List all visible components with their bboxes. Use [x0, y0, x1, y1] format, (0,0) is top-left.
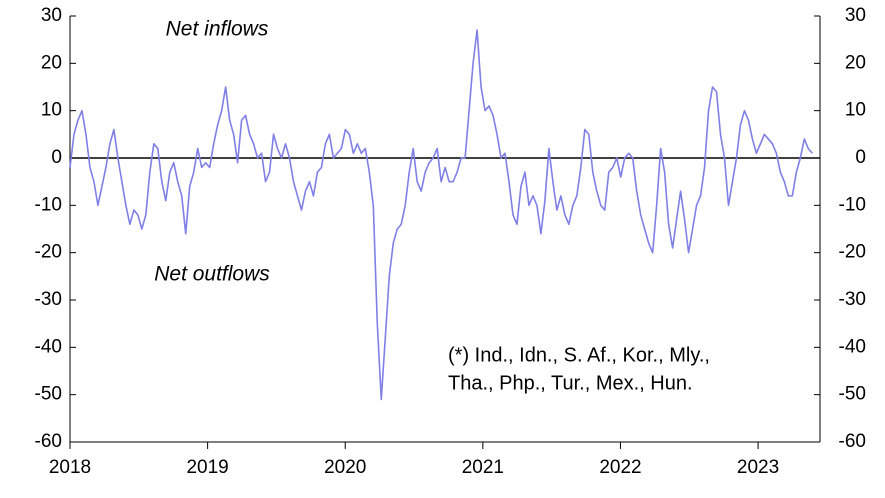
- x-tick-label: 2018: [49, 457, 91, 478]
- y2-tick-label: 20: [845, 52, 866, 73]
- y2-tick-label: 10: [845, 100, 866, 121]
- y-tick-label: 20: [41, 52, 62, 73]
- y2-tick-label: 30: [845, 5, 866, 26]
- x-tick-label: 2023: [737, 457, 779, 478]
- y2-tick-label: -40: [839, 336, 866, 357]
- y-tick-label: -60: [35, 431, 62, 452]
- x-tick-label: 2020: [324, 457, 366, 478]
- y2-tick-label: -10: [839, 194, 866, 215]
- annotation: Net outflows: [154, 263, 270, 286]
- y-tick-label: 10: [41, 100, 62, 121]
- y-tick-label: 0: [51, 147, 62, 168]
- y-tick-label: 30: [41, 5, 62, 26]
- y2-tick-label: -20: [839, 242, 866, 263]
- x-tick-label: 2019: [186, 457, 228, 478]
- y-tick-label: -40: [35, 336, 62, 357]
- y-tick-label: -50: [35, 384, 62, 405]
- y-tick-label: -20: [35, 242, 62, 263]
- note: (*) Ind., Idn., S. Af., Kor., Mly.,: [448, 344, 710, 366]
- x-tick-label: 2021: [462, 457, 504, 478]
- data-line: [69, 29, 813, 401]
- annotation: Net inflows: [166, 18, 269, 41]
- y-tick-label: -10: [35, 194, 62, 215]
- y2-tick-label: 0: [855, 147, 866, 168]
- y-tick-label: -30: [35, 289, 62, 310]
- note: Tha., Php., Tur., Mex., Hun.: [448, 372, 693, 394]
- y2-tick-label: -30: [839, 289, 866, 310]
- x-tick-label: 2022: [599, 457, 641, 478]
- y2-tick-label: -50: [839, 384, 866, 405]
- y2-tick-label: -60: [839, 431, 866, 452]
